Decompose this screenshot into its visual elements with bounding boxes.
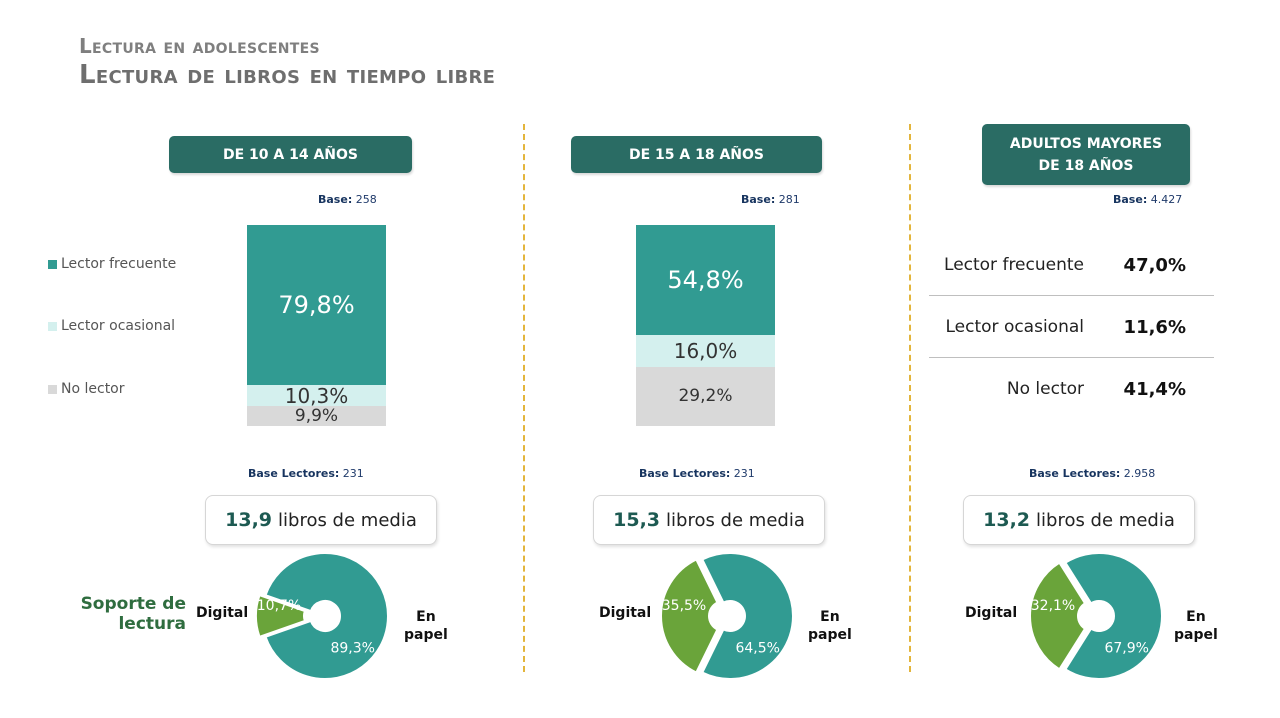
- pie-value-label-paper: 67,9%: [1104, 641, 1148, 657]
- bar-value-label: 10,3%: [284, 383, 349, 408]
- legend-item-occasional: Lector ocasional: [48, 318, 175, 334]
- books-average-value: 13,2: [983, 509, 1031, 531]
- pie-label-digital: Digital: [965, 605, 1018, 621]
- books-average-value: 13,9: [225, 509, 273, 531]
- legend-label: No lector: [61, 381, 125, 397]
- pie-label-paper: En papel: [808, 609, 852, 643]
- books-average-box: 13,2 libros de media: [963, 495, 1195, 545]
- adult-row-value: 11,6%: [1123, 316, 1186, 338]
- pie-slice-digital: [660, 558, 719, 674]
- legend-item-frequent: Lector frecuente: [48, 256, 176, 272]
- panel-header-10-14: DE 10 A 14 AÑOS: [169, 136, 412, 173]
- bar-value-label: 54,8%: [667, 266, 744, 294]
- books-average-value: 15,3: [613, 509, 661, 531]
- adult-row-value: 41,4%: [1123, 378, 1186, 400]
- stacked-bar-10-14: 79,8% 10,3% 9,9%: [247, 225, 386, 426]
- base-lectores: Base Lectores: 231: [639, 467, 755, 480]
- books-average-box: 13,9 libros de media: [205, 495, 437, 545]
- bar-segment-non: 9,9%: [247, 406, 386, 426]
- books-average-text: libros de media: [1036, 509, 1175, 531]
- bar-value-label: 79,8%: [278, 291, 355, 319]
- legend-swatch: [48, 259, 57, 269]
- adult-row-non: No lector 41,4%: [929, 358, 1214, 420]
- pie-value-label-paper: 64,5%: [735, 641, 779, 657]
- legend-swatch: [48, 384, 57, 394]
- pie-label-paper: En papel: [1174, 609, 1218, 643]
- stacked-bar-15-18: 54,8% 16,0% 29,2%: [636, 225, 775, 426]
- bar-value-label: 16,0%: [673, 339, 738, 363]
- bar-value-label: 29,2%: [678, 386, 733, 406]
- panel-header-adults: ADULTOS MAYORES DE 18 AÑOS: [982, 124, 1190, 185]
- books-average-text: libros de media: [666, 509, 805, 531]
- pie-chart-15-18: 35,5% 64,5%: [660, 552, 794, 680]
- pie-label-digital: Digital: [196, 605, 249, 621]
- pie-label-digital: Digital: [599, 605, 652, 621]
- pie-value-label-digital: 10,7%: [257, 598, 301, 614]
- panel-divider: [909, 124, 911, 672]
- books-average-text: libros de media: [278, 509, 417, 531]
- pie-label-paper: En papel: [404, 609, 448, 643]
- legend-label: Lector ocasional: [61, 318, 176, 334]
- bar-segment-frequent: 54,8%: [636, 225, 775, 335]
- row-separator: [929, 295, 1214, 296]
- pie-slice-digital: [255, 593, 307, 639]
- base-count: Base: 281: [741, 193, 800, 206]
- bar-segment-occasional: 10,3%: [247, 385, 386, 406]
- bar-segment-frequent: 79,8%: [247, 225, 386, 385]
- row-separator: [929, 357, 1214, 358]
- pie-slice-paper: [1064, 552, 1163, 680]
- panel-divider: [523, 124, 525, 672]
- pie-value-label-paper: 89,3%: [330, 641, 374, 657]
- bar-segment-non: 29,2%: [636, 367, 775, 426]
- base-lectores: Base Lectores: 2.958: [1029, 467, 1156, 480]
- base-lectores: Base Lectores: 231: [248, 467, 364, 480]
- support-label: Soporte de lectura: [80, 594, 186, 634]
- adult-row-occasional: Lector ocasional 11,6%: [929, 296, 1214, 358]
- base-count: Base: 4.427: [1113, 193, 1183, 206]
- pie-value-label-digital: 35,5%: [662, 598, 706, 614]
- pie-chart-10-14: 10,7% 89,3%: [255, 552, 389, 680]
- legend-swatch: [48, 321, 57, 331]
- page-title: Lectura de libros en tiempo libre: [79, 60, 496, 90]
- pie-slice-digital: [1029, 561, 1087, 671]
- pie-slice-paper: [264, 552, 389, 680]
- panel-header-15-18: DE 15 A 18 AÑOS: [571, 136, 822, 173]
- bar-value-label: 9,9%: [294, 405, 339, 426]
- legend-item-non: No lector: [48, 381, 125, 397]
- adult-row-label: Lector ocasional: [945, 317, 1085, 337]
- pie-chart-adults: 32,1% 67,9%: [1029, 552, 1163, 680]
- base-count: Base: 258: [318, 193, 377, 206]
- adult-row-frequent: Lector frecuente 47,0%: [929, 234, 1214, 296]
- pie-slice-paper: [700, 552, 794, 680]
- adult-row-value: 47,0%: [1123, 254, 1186, 276]
- books-average-box: 15,3 libros de media: [593, 495, 825, 545]
- page-subtitle: Lectura en adolescentes: [79, 34, 320, 58]
- adult-row-label: Lector frecuente: [944, 255, 1084, 275]
- bar-segment-occasional: 16,0%: [636, 335, 775, 367]
- pie-value-label-digital: 32,1%: [1031, 598, 1075, 614]
- legend-label: Lector frecuente: [61, 256, 177, 272]
- adult-row-label: No lector: [1006, 379, 1084, 399]
